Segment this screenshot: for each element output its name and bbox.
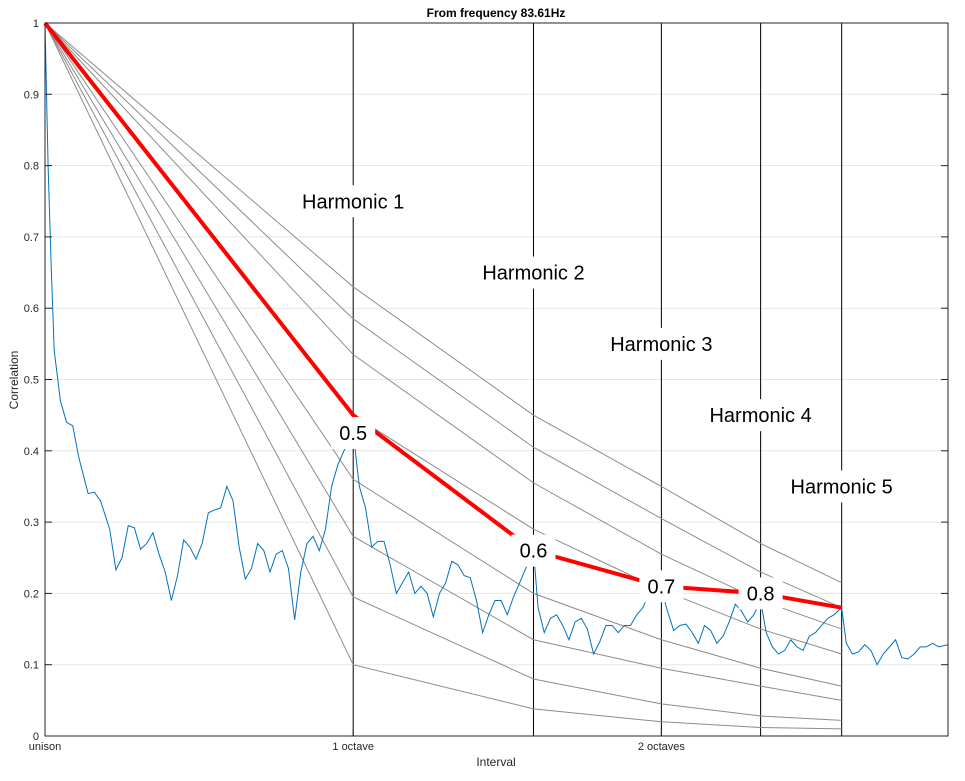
value-label-box [331,416,376,449]
harmonic-label: Harmonic 2 [482,263,584,285]
harmonic-label-box [698,399,823,432]
harmonic-vertical-lines [352,23,843,736]
harmonic-label-box [291,185,416,218]
grey-reference-line [44,22,842,701]
x-axis-title: Interval [476,755,515,769]
y-tick-label: 0.6 [24,303,39,315]
correlation-series [44,22,949,666]
y-tick-label: 0.4 [24,446,39,458]
y-tick-label: 0.8 [24,161,39,173]
harmonic-value-label: 0.5 [339,423,367,445]
harmonic-labels: Harmonic 1 Harmonic 2 Harmonic 3 Harmonic 4… [291,185,904,610]
x-tick-label: 1 octave [332,741,374,753]
chart-title: From frequency 83.61Hz [427,6,566,20]
harmonic-value-label: 0.6 [520,541,548,563]
axis-ticks: 0 0.1 0.2 0.3 0.4 0.5 0.6 0.7 0.8 0.9 1 unison 1 oct… [24,18,948,753]
x-tick-label: unison [29,741,61,753]
y-tick-label: 0.2 [24,588,39,600]
y-tick-label: 0 [33,731,39,743]
y-tick-label: 0.5 [24,375,39,387]
grey-reference-line [44,22,842,721]
harmonic-value-label: 0.8 [747,583,775,605]
harmonic-label: Harmonic 4 [709,405,811,427]
harmonic-label: Harmonic 3 [610,334,712,356]
correlation-series-line [44,22,949,666]
x-tick-label: 2 octaves [638,741,686,753]
y-tick-label: 0.1 [24,660,39,672]
grey-reference-line [44,22,842,687]
y-tick-label: 0.9 [24,89,39,101]
harmonic-label-box [599,327,724,360]
value-label-box [738,577,783,610]
grey-reference-line [44,22,842,584]
harmonic-value-label: 0.7 [647,576,675,598]
value-label-box [511,534,556,567]
grey-reference-line [44,22,842,730]
y-tick-label: 0.7 [24,232,39,244]
harmonic-label: Harmonic 5 [791,476,893,498]
harmonic-label: Harmonic 1 [302,191,404,213]
harmonic-label-box [779,470,904,503]
harmonic-label-box [471,256,596,289]
value-label-box [639,570,684,603]
y-axis-title: Correlation [7,351,21,410]
y-tick-label: 0.3 [24,517,39,529]
y-tick-label: 1 [33,18,39,30]
